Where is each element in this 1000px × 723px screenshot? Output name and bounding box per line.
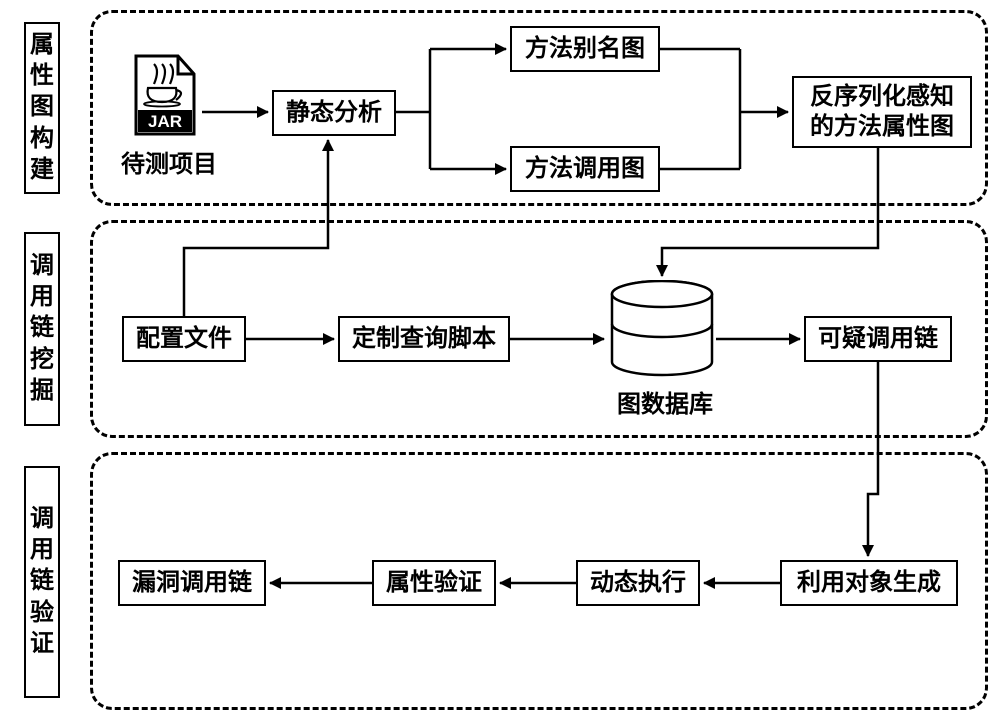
db-caption: 图数据库 — [610, 384, 720, 419]
section-label-3: 调用链验证 — [24, 466, 60, 698]
node-custom-script: 定制查询脚本 — [338, 316, 510, 362]
node-exploit-gen: 利用对象生成 — [780, 560, 958, 606]
section-label-3-text: 调用链验证 — [30, 504, 54, 660]
section-label-1: 属性图构建 — [24, 22, 60, 194]
section-label-2-text: 调用链挖掘 — [30, 251, 54, 407]
section-label-1-text: 属性图构建 — [30, 30, 54, 186]
node-call-graph: 方法调用图 — [510, 146, 660, 192]
node-vuln-chain: 漏洞调用链 — [118, 560, 266, 606]
diagram-canvas: 属性图构建 调用链挖掘 调用链验证 JAR 待测项目 静态分析 方法别名图 方法… — [0, 0, 1000, 723]
section-label-2: 调用链挖掘 — [24, 232, 60, 426]
node-susp-chain: 可疑调用链 — [804, 316, 952, 362]
node-attr-verify: 属性验证 — [372, 560, 496, 606]
svg-text:JAR: JAR — [148, 112, 182, 131]
node-dyn-exec: 动态执行 — [576, 560, 700, 606]
database-icon — [608, 280, 716, 378]
node-alias-graph: 方法别名图 — [510, 26, 660, 72]
node-static-analysis: 静态分析 — [272, 90, 396, 136]
node-config-file: 配置文件 — [122, 316, 246, 362]
node-deser-graph: 反序列化感知的方法属性图 — [792, 76, 972, 148]
jar-caption: 待测项目 — [114, 144, 224, 179]
jar-icon: JAR — [130, 54, 200, 136]
